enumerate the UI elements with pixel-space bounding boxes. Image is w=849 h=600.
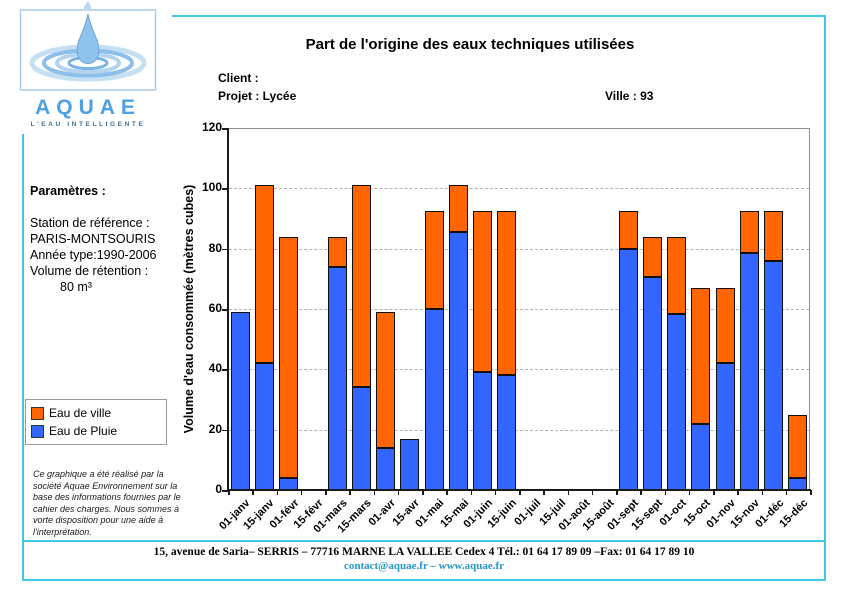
water-drop-logo-icon xyxy=(19,1,157,91)
parameter-line: Volume de rétention : xyxy=(30,264,149,278)
legend-label: Eau de ville xyxy=(49,406,112,420)
footer: 15, avenue de Saria– SERRIS – 77716 MARN… xyxy=(22,546,826,572)
ville-label: Ville : 93 xyxy=(605,89,654,103)
parameter-line: 80 m³ xyxy=(60,280,92,294)
footer-contact-links: contact@aquae.fr – www.aquae.fr xyxy=(343,560,505,572)
parameters-block: Paramètres : Station de référence : PARI… xyxy=(30,183,195,295)
parameter-line: Année type:1990-2006 xyxy=(30,248,157,262)
legend-item-eau-de-ville: Eau de ville xyxy=(31,404,161,422)
page-title: Part de l'origine des eaux techniques ut… xyxy=(305,36,635,53)
footer-address: 15, avenue de Saria– SERRIS – 77716 MARN… xyxy=(153,546,695,558)
logo-block: AQUAE L'EAU INTELLIGENTE xyxy=(0,0,172,134)
logo-brand-text: AQUAE xyxy=(35,96,141,119)
disclaimer-text: Ce graphique a été réalisé par la sociét… xyxy=(33,469,181,537)
legend-swatch-blue xyxy=(31,424,44,438)
project-label: Projet : Lycée xyxy=(218,89,297,103)
parameters-heading: Paramètres : xyxy=(30,184,106,198)
logo-tagline-text: L'EAU INTELLIGENTE xyxy=(30,121,146,128)
chart-plot-area xyxy=(228,128,810,490)
page-frame xyxy=(22,15,826,581)
legend-label: Eau de Pluie xyxy=(49,424,118,438)
parameter-line: PARIS-MONTSOURIS xyxy=(30,232,156,246)
legend-swatch-orange xyxy=(31,406,44,420)
parameter-line: Station de référence : xyxy=(30,216,150,230)
chart-legend: Eau de ville Eau de Pluie xyxy=(25,399,167,445)
footer-separator-line xyxy=(22,540,826,542)
y-axis-title: Volume d'eau consommée (mètres cubes) xyxy=(182,184,196,434)
legend-item-eau-de-pluie: Eau de Pluie xyxy=(31,422,161,440)
client-label: Client : xyxy=(218,71,259,85)
